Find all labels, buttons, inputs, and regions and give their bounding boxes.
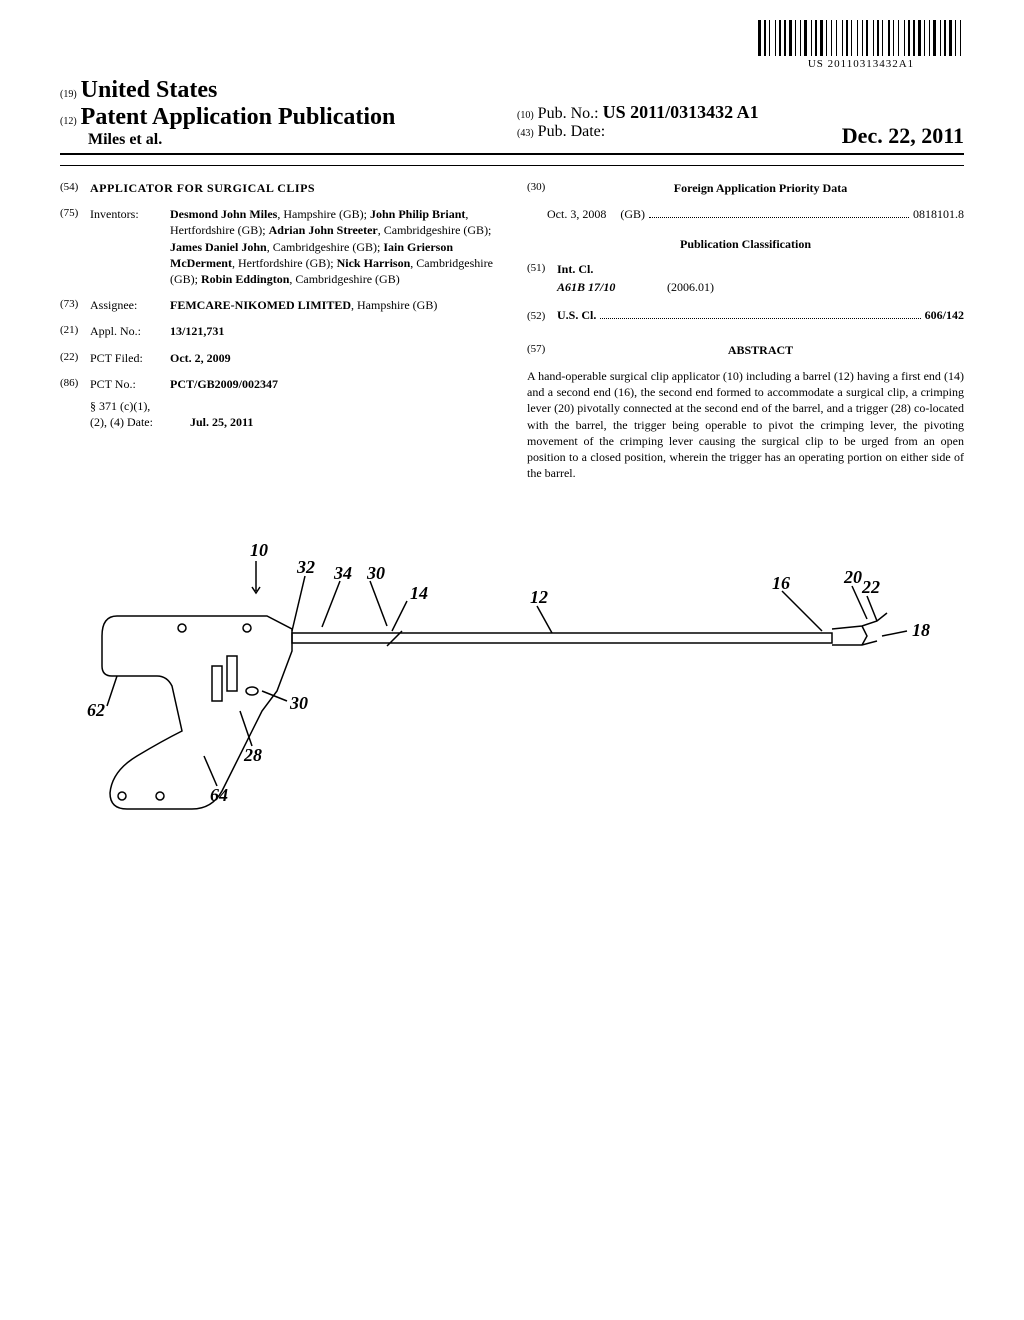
value-21: 13/121,731	[170, 324, 224, 338]
field-51: (51) Int. Cl.	[527, 261, 964, 277]
pub-date-label: Pub. Date:	[538, 123, 606, 140]
intcl-class: A61B 17/10	[557, 279, 667, 295]
value-22: Oct. 2, 2009	[170, 351, 231, 365]
code-19: (19)	[60, 89, 77, 100]
code-51: (51)	[527, 261, 557, 277]
code-21: (21)	[60, 323, 90, 339]
code-43: (43)	[517, 128, 534, 139]
authors-line: Miles et al.	[60, 131, 507, 149]
code-12: (12)	[60, 116, 77, 127]
field-73: (73) Assignee: FEMCARE-NIKOMED LIMITED, …	[60, 297, 497, 313]
label-21: Appl. No.:	[90, 323, 170, 339]
intcl-row: A61B 17/10 (2006.01)	[527, 279, 964, 295]
abstract-text: A hand-operable surgical clip applicator…	[527, 368, 964, 481]
field-30: (30) Foreign Application Priority Data	[527, 180, 964, 196]
country-line: (19) United States	[60, 77, 507, 104]
heading-30: Foreign Application Priority Data	[674, 181, 847, 195]
value-52: 606/142	[925, 307, 964, 323]
label-64: 64	[210, 785, 228, 805]
header: (19) United States (12) Patent Applicati…	[60, 77, 964, 155]
label-28: 28	[243, 745, 262, 765]
field-75: (75) Inventors: Desmond John Miles, Hamp…	[60, 206, 497, 287]
pub-type: Patent Application Publication	[81, 104, 396, 130]
label-30a: 30	[366, 563, 385, 583]
pub-no-line: (10) Pub. No.: US 2011/0313432 A1	[517, 102, 964, 123]
pub-no: US 2011/0313432 A1	[603, 102, 759, 122]
code-30: (30)	[527, 180, 557, 196]
code-73: (73)	[60, 297, 90, 313]
foreign-date: Oct. 3, 2008	[547, 206, 606, 222]
barcode-stripes	[758, 20, 964, 56]
header-left: (19) United States (12) Patent Applicati…	[60, 77, 507, 149]
biblio-columns: (54) APPLICATOR FOR SURGICAL CLIPS (75) …	[60, 180, 964, 481]
figure: 10 32 34 30 14 12 16 20 22 18 62 30 28 6…	[60, 531, 964, 841]
field-86: (86) PCT No.: PCT/GB2009/002347	[60, 376, 497, 392]
barcode: US 20110313432A1	[758, 20, 964, 70]
value-86: PCT/GB2009/002347	[170, 377, 278, 391]
barcode-section: US 20110313432A1	[60, 20, 964, 72]
field-57: (57) ABSTRACT	[527, 342, 964, 358]
code-57: (57)	[527, 342, 557, 358]
classification-heading: Publication Classification	[527, 236, 964, 252]
field-86-sub: § 371 (c)(1), (2), (4) Date: Jul. 25, 20…	[60, 398, 497, 430]
label-75: Inventors:	[90, 206, 170, 287]
code-22: (22)	[60, 350, 90, 366]
foreign-country: (GB)	[620, 206, 645, 222]
thin-rule	[60, 165, 964, 166]
label-51: Int. Cl.	[557, 262, 593, 276]
intcl-edition: (2006.01)	[667, 279, 714, 295]
label-14: 14	[410, 583, 428, 603]
heading-57: ABSTRACT	[728, 343, 793, 357]
pub-date: Dec. 22, 2011	[842, 123, 964, 149]
assignee-value: FEMCARE-NIKOMED LIMITED, Hampshire (GB)	[170, 297, 497, 313]
dotfill	[649, 217, 909, 218]
code-86: (86)	[60, 376, 90, 392]
left-column: (54) APPLICATOR FOR SURGICAL CLIPS (75) …	[60, 180, 497, 481]
code-10: (10)	[517, 110, 534, 121]
label-20: 20	[843, 567, 862, 587]
field-52: (52) U.S. Cl. 606/142	[527, 307, 964, 324]
label-12: 12	[530, 587, 548, 607]
foreign-priority-row: Oct. 3, 2008 (GB) 0818101.8	[527, 206, 964, 222]
country: United States	[81, 77, 218, 103]
right-column: (30) Foreign Application Priority Data O…	[527, 180, 964, 481]
pub-type-line: (12) Patent Application Publication	[60, 104, 507, 131]
label-22: 22	[861, 577, 880, 597]
figure-labels: 10 32 34 30 14 12 16 20 22 18 62 30 28 6…	[87, 540, 930, 805]
label-86-sub: § 371 (c)(1), (2), (4) Date:	[90, 398, 190, 430]
label-52: U.S. Cl.	[557, 307, 596, 323]
title-54: APPLICATOR FOR SURGICAL CLIPS	[90, 180, 315, 196]
pub-no-label: Pub. No.:	[538, 105, 599, 122]
figure-svg: 10 32 34 30 14 12 16 20 22 18 62 30 28 6…	[60, 531, 964, 841]
field-22: (22) PCT Filed: Oct. 2, 2009	[60, 350, 497, 366]
dotfill-52	[600, 318, 920, 319]
inventors-value: Desmond John Miles, Hampshire (GB); John…	[170, 206, 497, 287]
pub-date-line: (43) Pub. Date: Dec. 22, 2011	[517, 123, 964, 141]
label-16: 16	[772, 573, 790, 593]
value-86-sub: Jul. 25, 2011	[190, 415, 253, 429]
label-10: 10	[250, 540, 268, 560]
label-62: 62	[87, 700, 105, 720]
field-54: (54) APPLICATOR FOR SURGICAL CLIPS	[60, 180, 497, 196]
label-86: PCT No.:	[90, 376, 170, 392]
code-75: (75)	[60, 206, 90, 287]
label-22: PCT Filed:	[90, 350, 170, 366]
code-54: (54)	[60, 180, 90, 196]
label-34: 34	[333, 563, 352, 583]
label-32: 32	[296, 557, 315, 577]
foreign-number: 0818101.8	[913, 206, 964, 222]
label-30b: 30	[289, 693, 308, 713]
label-18: 18	[912, 620, 930, 640]
code-86-empty	[60, 398, 90, 430]
label-73: Assignee:	[90, 297, 170, 313]
barcode-number: US 20110313432A1	[758, 58, 964, 70]
field-21: (21) Appl. No.: 13/121,731	[60, 323, 497, 339]
header-right: (10) Pub. No.: US 2011/0313432 A1 (43) P…	[507, 102, 964, 149]
code-52: (52)	[527, 309, 557, 324]
